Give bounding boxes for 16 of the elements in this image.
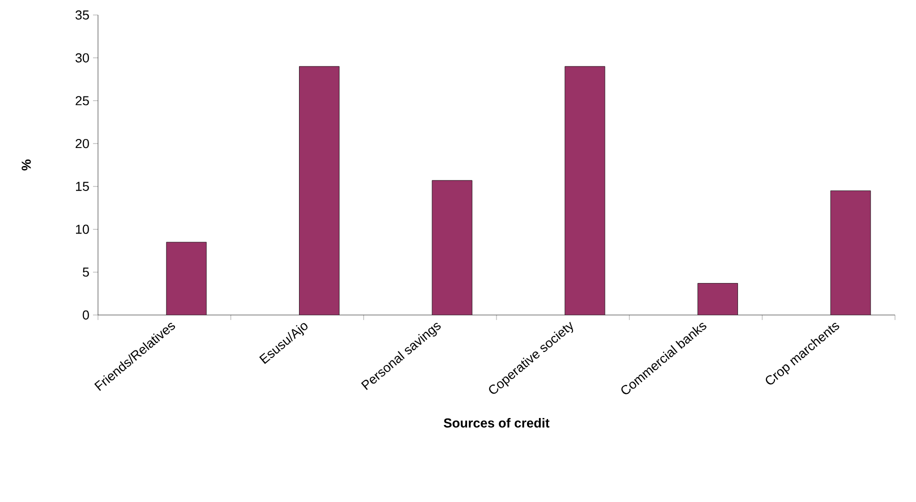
x-axis-title: Sources of credit — [444, 418, 550, 428]
bar — [432, 180, 472, 315]
y-tick-label: 25 — [76, 96, 89, 106]
y-tick-label: 30 — [76, 53, 89, 62]
y-tick-label: 10 — [76, 224, 89, 234]
bar — [166, 242, 206, 315]
bar — [299, 66, 340, 315]
y-axis-title: % — [22, 160, 31, 170]
y-tick-label: 20 — [76, 138, 89, 148]
bar — [830, 190, 871, 315]
bar — [698, 283, 738, 315]
y-tick-label: 35 — [76, 10, 89, 20]
bar — [564, 66, 605, 315]
y-tick-label: 15 — [76, 182, 89, 191]
y-tick-label: 5 — [82, 268, 89, 277]
y-tick-label: 0 — [82, 310, 89, 320]
